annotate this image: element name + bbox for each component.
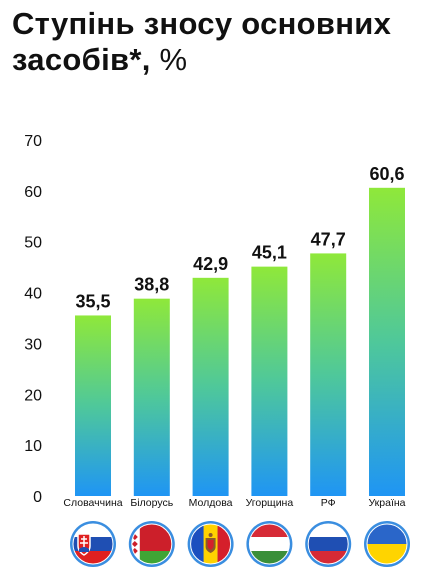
y-tick-label: 50 <box>24 235 42 252</box>
ukraine-flag-icon <box>364 521 410 567</box>
value-labels: 35,5 38,8 42,9 45,1 47,7 60,6 <box>75 164 404 312</box>
x-axis: Словаччина Білорусь Молдова Угорщина РФ Украї… <box>63 497 405 509</box>
x-tick-label: Молдова <box>189 497 233 509</box>
bar <box>251 266 288 496</box>
chart-title: Ступінь зносу основних засобів*, % <box>12 6 422 78</box>
bar <box>192 277 229 496</box>
bar-value-label: 60,6 <box>369 164 404 184</box>
bar <box>133 298 170 496</box>
x-tick-label: Словаччина <box>63 497 122 509</box>
y-tick-label: 30 <box>24 336 42 353</box>
hungary-flag-icon <box>246 521 293 567</box>
bar <box>369 187 405 496</box>
x-tick-label: Україна <box>368 497 405 509</box>
bar-value-label: 35,5 <box>75 291 110 311</box>
x-tick-label: Угорщина <box>246 497 294 509</box>
y-tick-label: 0 <box>33 489 42 506</box>
x-tick-label: РФ <box>321 497 336 509</box>
flag-row <box>70 521 410 567</box>
y-tick-label: 70 <box>24 133 42 150</box>
belarus-flag-icon <box>128 521 175 567</box>
russia-flag-icon <box>305 521 352 567</box>
bar-value-label: 47,7 <box>311 229 346 249</box>
y-tick-label: 20 <box>24 387 42 404</box>
y-axis: 0 10 20 30 40 50 60 70 <box>24 133 42 506</box>
chart-title-main: Ступінь зносу основних засобів*, <box>12 6 392 77</box>
x-tick-label: Білорусь <box>130 497 173 509</box>
moldova-flag-icon <box>187 521 234 567</box>
y-tick-label: 10 <box>24 438 42 455</box>
slovakia-flag-icon <box>70 521 116 567</box>
bar-value-label: 38,8 <box>134 275 169 295</box>
y-tick-label: 40 <box>24 286 42 303</box>
bars <box>75 187 405 496</box>
y-tick-label: 60 <box>24 184 42 201</box>
bar <box>310 253 347 496</box>
bar <box>75 315 111 496</box>
bar-value-label: 45,1 <box>252 243 287 263</box>
chart-title-unit: % <box>159 42 188 77</box>
bar-value-label: 42,9 <box>193 254 228 274</box>
